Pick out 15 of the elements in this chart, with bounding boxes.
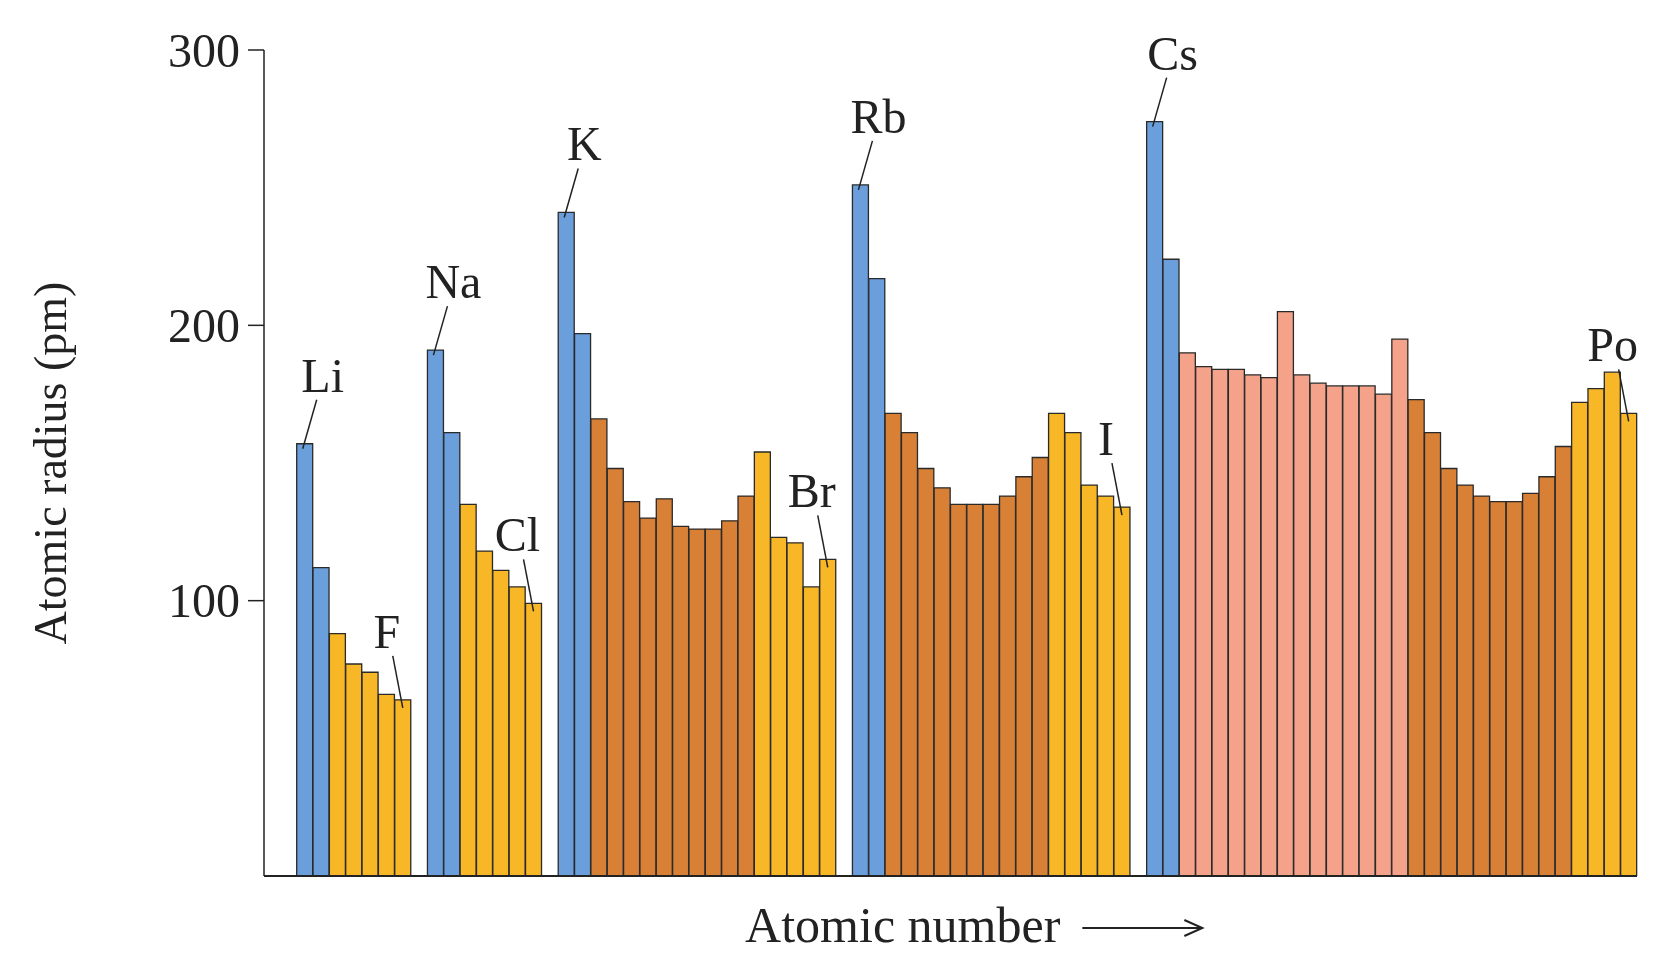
- data-label: I: [1097, 412, 1114, 466]
- y-tick-label: 300: [168, 23, 240, 77]
- data-label: Po: [1587, 318, 1639, 372]
- data-label: Na: [425, 255, 482, 309]
- x-axis-title: Atomic number: [745, 897, 1061, 953]
- data-label: Cs: [1147, 26, 1198, 80]
- data-label: Li: [301, 348, 345, 402]
- data-label: K: [566, 117, 602, 171]
- data-label: Br: [787, 464, 836, 518]
- data-label: Rb: [850, 89, 907, 143]
- data-label: F: [373, 604, 401, 658]
- y-tick-label: 200: [168, 299, 240, 353]
- y-axis-title: Atomic radius (pm): [25, 281, 77, 645]
- data-label: Cl: [494, 508, 541, 562]
- y-tick-label: 100: [168, 574, 240, 628]
